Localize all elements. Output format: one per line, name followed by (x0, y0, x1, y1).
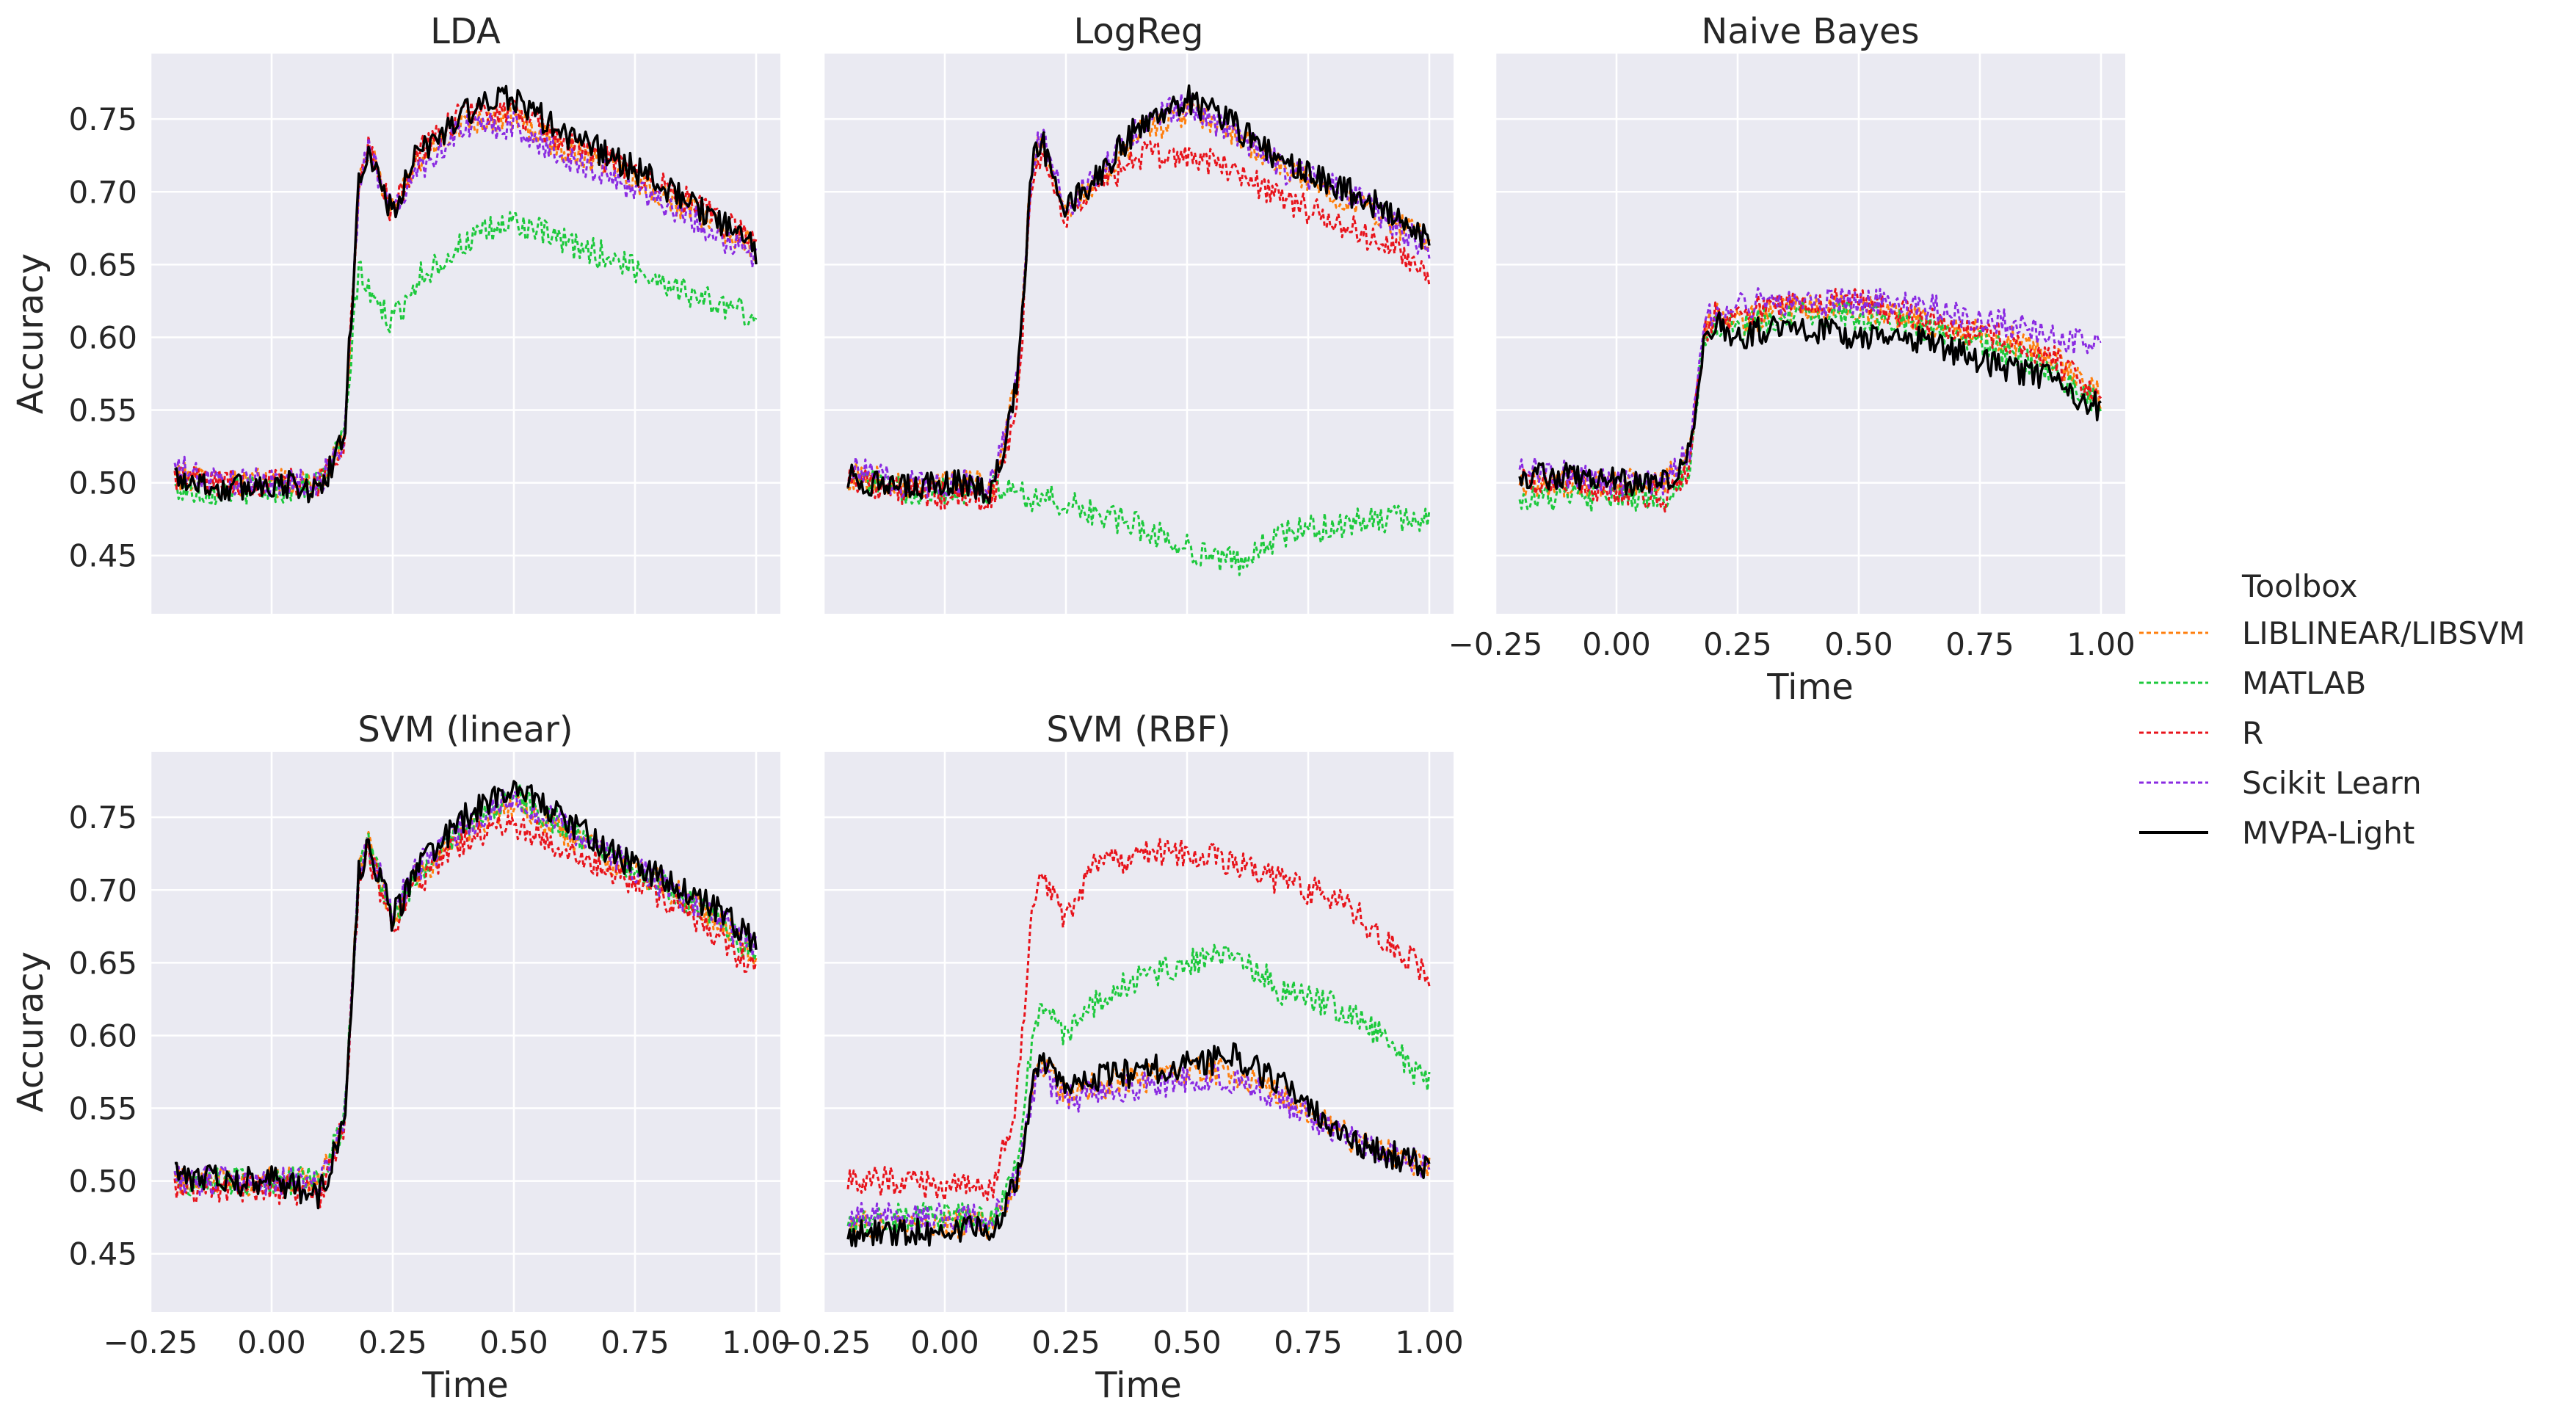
x-axis-label: Time (1766, 667, 1853, 708)
panels-layer: LDA0.450.500.550.600.650.700.75AccuracyL… (10, 11, 2136, 1406)
panel-lda: LDA 0.45 0.50 0.55 0.60 0.65 0.70 0.75 Accuracy (10, 11, 780, 614)
legend-label: Scikit Learn (2242, 765, 2422, 801)
y-tick-label: 0.55 (68, 393, 137, 429)
legend-entry-r: R (2139, 715, 2263, 751)
legend-label: MATLAB (2242, 665, 2366, 701)
y-axis-label: Accuracy (10, 951, 51, 1112)
x-tick-label: 0.50 (1824, 626, 1893, 662)
y-tick-label: 0.55 (68, 1091, 137, 1127)
x-tick-label: 1.00 (2067, 626, 2136, 662)
x-tick-label: 0.00 (237, 1324, 306, 1360)
panel-naivebayes: Naive Bayes −0.25 0.00 0.25 0.50 0.75 1.00 Time (1448, 11, 2136, 708)
x-tick-label: 0.00 (1582, 626, 1651, 662)
y-tick-label: 0.75 (68, 800, 137, 835)
legend: Toolbox LIBLINEAR/LIBSVM MATLAB R Scikit Le… (2139, 568, 2525, 851)
panel-title: SVM (RBF) (1046, 709, 1230, 750)
panel-title: Naive Bayes (1701, 11, 1919, 52)
y-axis-label: Accuracy (10, 253, 51, 414)
x-axis-label: Time (421, 1365, 508, 1406)
x-tick-label: 0.25 (1031, 1324, 1100, 1360)
panel-svmlinear: SVM (linear) 0.45 0.50 0.55 0.60 0.65 0.70 0.75… (10, 709, 791, 1406)
legend-entry-sklearn: Scikit Learn (2139, 765, 2422, 801)
legend-title: Toolbox (2241, 568, 2358, 604)
y-tick-label: 0.50 (68, 1164, 137, 1200)
y-tick-label: 0.65 (68, 945, 137, 981)
panel-title: LDA (430, 11, 501, 52)
y-tick-label: 0.70 (68, 872, 137, 908)
legend-entry-liblinear: LIBLINEAR/LIBSVM (2139, 615, 2525, 651)
x-tick-label: 0.50 (1153, 1324, 1222, 1360)
y-tick-label: 0.50 (68, 465, 137, 501)
panel-title: LogReg (1074, 11, 1204, 52)
x-tick-label: 1.00 (1395, 1324, 1464, 1360)
x-axis-label: Time (1095, 1365, 1181, 1406)
legend-entry-matlab: MATLAB (2139, 665, 2366, 701)
x-tick-label: −0.25 (104, 1324, 198, 1360)
y-tick-label: 0.45 (68, 538, 137, 574)
x-tick-label: 0.25 (358, 1324, 427, 1360)
y-tick-label: 0.75 (68, 101, 137, 137)
legend-entries: LIBLINEAR/LIBSVM MATLAB R Scikit Learn MVPA-… (2139, 615, 2525, 851)
y-tick-label: 0.45 (68, 1236, 137, 1272)
panel-title: SVM (linear) (358, 709, 573, 750)
x-tick-label: 0.75 (601, 1324, 670, 1360)
y-tick-label: 0.70 (68, 174, 137, 210)
y-tick-label: 0.65 (68, 247, 137, 283)
panel-logreg: LogReg (824, 11, 1454, 614)
plot-background (150, 54, 780, 614)
y-tick-label: 0.60 (68, 319, 137, 355)
x-tick-label: 0.25 (1703, 626, 1772, 662)
panel-svmrbf: SVM (RBF) −0.25 0.00 0.25 0.50 0.75 1.00 Time (777, 709, 1464, 1406)
x-tick-label: −0.25 (1448, 626, 1543, 662)
legend-label: LIBLINEAR/LIBSVM (2242, 615, 2525, 651)
x-tick-label: −0.25 (777, 1324, 871, 1360)
x-tick-label: 0.75 (1945, 626, 2014, 662)
legend-entry-mvpa: MVPA-Light (2139, 815, 2414, 851)
legend-label: R (2242, 715, 2263, 751)
y-tick-label: 0.60 (68, 1018, 137, 1054)
x-tick-label: 0.00 (910, 1324, 979, 1360)
x-tick-label: 0.50 (479, 1324, 548, 1360)
legend-label: MVPA-Light (2242, 815, 2414, 851)
x-tick-label: 0.75 (1274, 1324, 1343, 1360)
